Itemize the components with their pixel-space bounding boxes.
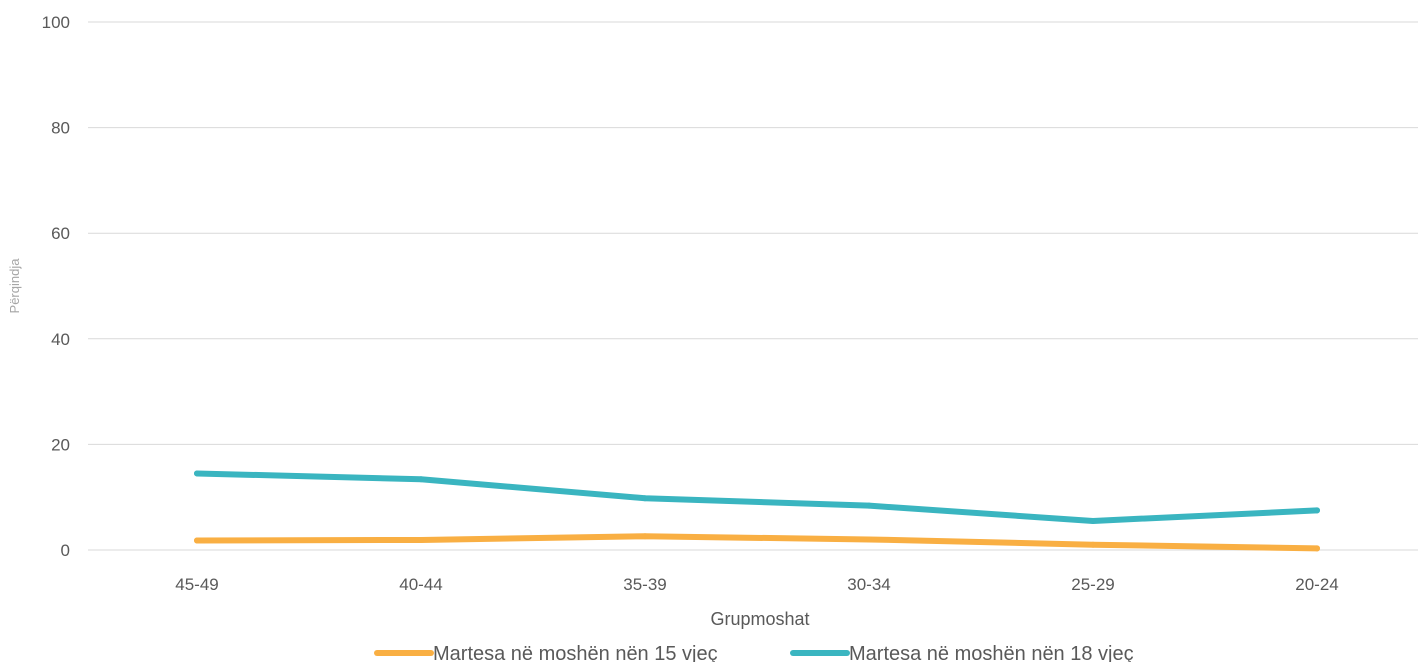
data-point xyxy=(642,495,648,502)
data-point xyxy=(1314,507,1320,514)
data-point xyxy=(194,470,200,477)
series-line-1 xyxy=(194,533,1320,552)
x-tick-label: 35-39 xyxy=(623,575,666,594)
y-axis-title: Përqindja xyxy=(7,258,22,314)
y-axis-ticks: 0 20 40 60 80 100 xyxy=(42,13,70,560)
series-line-2 xyxy=(194,470,1320,524)
y-tick-label: 80 xyxy=(51,119,70,138)
x-tick-label: 30-34 xyxy=(847,575,890,594)
y-tick-label: 40 xyxy=(51,330,70,349)
x-tick-label: 20-24 xyxy=(1295,575,1338,594)
x-tick-label: 25-29 xyxy=(1071,575,1114,594)
data-point xyxy=(866,502,872,509)
data-point xyxy=(1090,517,1096,524)
x-tick-label: 40-44 xyxy=(399,575,442,594)
x-axis-ticks: 45-49 40-44 35-39 30-34 25-29 20-24 xyxy=(175,575,1338,594)
y-tick-label: 0 xyxy=(61,541,70,560)
x-axis-title: Grupmoshat xyxy=(710,609,809,629)
data-point xyxy=(642,533,648,540)
y-tick-label: 20 xyxy=(51,435,70,454)
legend: Martesa në moshën nën 15 vjeç Martesa në … xyxy=(374,643,1134,662)
data-point xyxy=(1314,545,1320,552)
data-point xyxy=(418,536,424,543)
data-point xyxy=(1090,541,1096,548)
y-tick-label: 60 xyxy=(51,224,70,243)
data-point xyxy=(866,536,872,543)
gridlines xyxy=(88,21,1418,551)
legend-label: Martesa në moshën nën 15 vjeç xyxy=(433,643,718,662)
data-point xyxy=(194,537,200,544)
y-tick-label: 100 xyxy=(42,13,70,32)
x-tick-label: 45-49 xyxy=(175,575,218,594)
series-lines xyxy=(194,470,1320,552)
legend-label: Martesa në moshën nën 18 vjeç xyxy=(849,643,1134,662)
data-point xyxy=(418,476,424,483)
